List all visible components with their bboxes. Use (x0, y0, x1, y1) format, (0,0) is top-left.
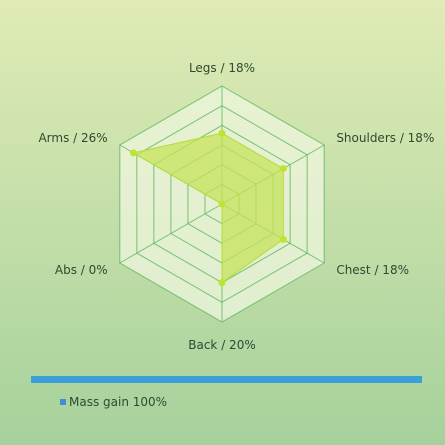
axis-labels: Legs / 18% Shoulders / 18% Chest / 18% Back… (38, 61, 434, 352)
series-layer (129, 129, 287, 287)
axis-label-shoulders: Shoulders / 18% (336, 131, 434, 145)
legend-label: Mass gain 100% (69, 395, 167, 409)
axis-label-abs: Abs / 0% (55, 263, 108, 277)
axis-label-legs: Legs / 18% (189, 61, 255, 75)
data-point-shoulders[interactable] (279, 165, 287, 173)
data-point-arms[interactable] (129, 149, 137, 157)
axis-label-chest: Chest / 18% (336, 263, 409, 277)
axis-label-arms: Arms / 26% (38, 131, 107, 145)
data-point-legs[interactable] (218, 129, 226, 137)
axis-label-back: Back / 20% (188, 338, 255, 352)
data-point-chest[interactable] (279, 235, 287, 243)
legend-marker (60, 399, 66, 405)
legend: Mass gain 100% (31, 376, 422, 409)
axis-spoke-abs (119, 203, 223, 264)
data-point-back[interactable] (218, 279, 226, 287)
legend-divider-bar (31, 376, 422, 383)
data-point-abs[interactable] (218, 200, 226, 208)
